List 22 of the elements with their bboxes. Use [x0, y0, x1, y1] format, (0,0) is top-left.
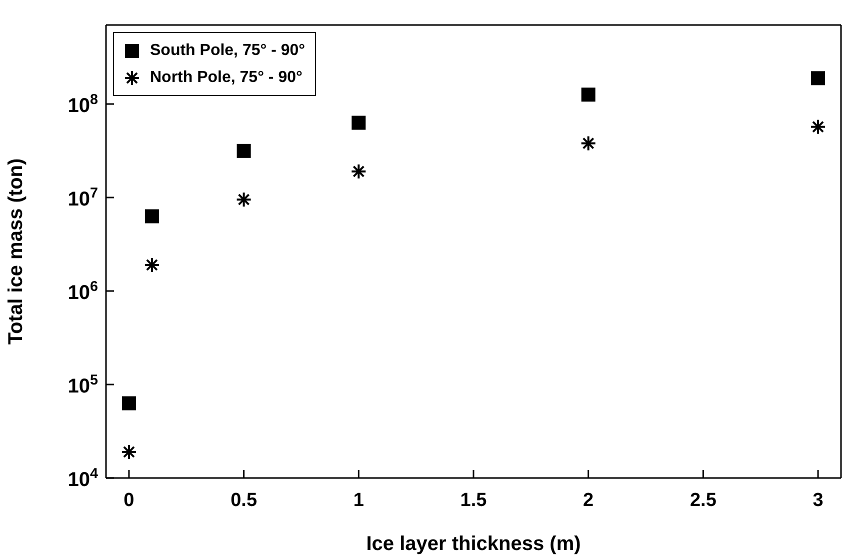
point [581, 88, 596, 102]
y-tick-label: 10$^{6}$ [68, 279, 98, 304]
point [352, 116, 366, 130]
x-tick-label: 1 [353, 490, 364, 511]
x-tick-label: 3 [812, 490, 824, 511]
y-tick-label: 10$^{7}$ [68, 186, 98, 211]
legend-label: North Pole, 75° - 90° [150, 68, 302, 86]
legend-label: South Pole, 75° - 90° [150, 42, 306, 60]
point [144, 209, 159, 224]
point [122, 396, 136, 410]
y-tick-label: 10$^{4}$ [68, 466, 98, 491]
y-axis-title: Total ice mass (ton) [5, 158, 27, 345]
y-tick-label: 10$^{5}$ [68, 372, 98, 398]
point [236, 144, 251, 158]
x-tick-label: 0.5 [230, 490, 258, 511]
x-tick-label: 2.5 [690, 490, 717, 511]
x-tick-label: 1.5 [460, 490, 488, 511]
y-tick-label: 10$^{8}$ [68, 92, 98, 118]
point [811, 71, 826, 86]
x-axis-title: Ice layer thickness (m) [366, 533, 581, 555]
x-tick-label: 2 [583, 490, 594, 511]
x-tick-label: 0 [124, 490, 134, 511]
